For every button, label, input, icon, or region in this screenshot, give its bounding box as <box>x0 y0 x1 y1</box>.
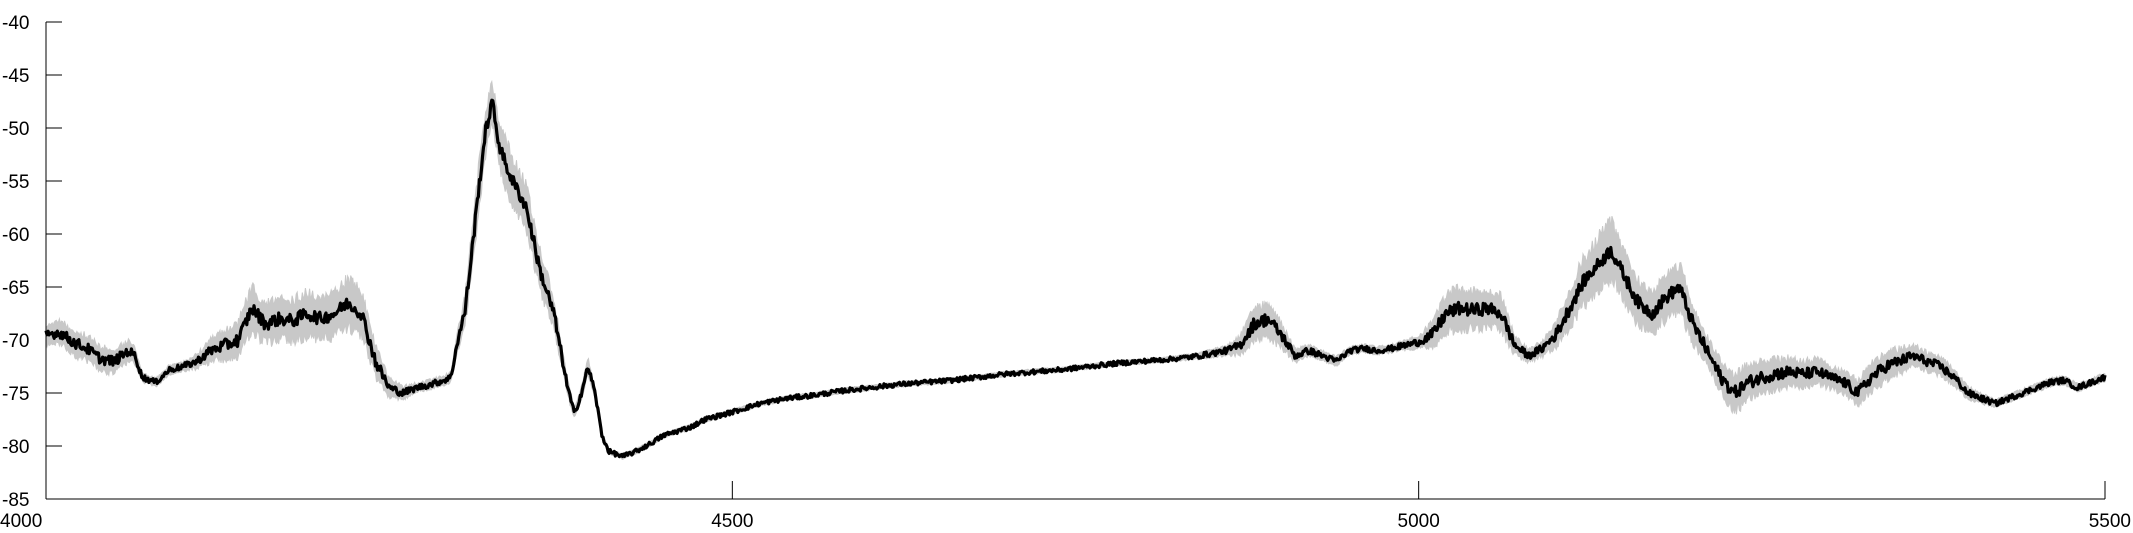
plot-area <box>44 79 2107 460</box>
y-tick-label: -40 <box>2 13 29 34</box>
axis-ticks <box>45 21 2106 500</box>
y-tick-label: -65 <box>2 278 29 299</box>
x-tick-label: 4500 <box>711 511 753 532</box>
x-tick-labels: 4000 4500 5000 5500 <box>0 511 2131 532</box>
y-tick-label: -60 <box>2 225 29 246</box>
x-tick-label: 4000 <box>0 511 42 532</box>
y-tick-label: -55 <box>2 172 29 193</box>
y-tick-label: -80 <box>2 437 29 458</box>
y-tick-label: -85 <box>2 490 29 511</box>
x-tick-label: 5500 <box>2089 511 2131 532</box>
x-tick-label: 5000 <box>1398 511 1440 532</box>
y-tick-labels: -40 -45 -50 -55 -60 -65 -70 -75 -80 -85 <box>2 13 29 511</box>
y-tick-label: -75 <box>2 384 29 405</box>
y-tick-label: -70 <box>2 331 29 352</box>
spread-band <box>45 79 2106 460</box>
y-tick-label: -50 <box>2 119 29 140</box>
y-tick-label: -45 <box>2 66 29 87</box>
mean-series-line <box>44 98 2107 459</box>
